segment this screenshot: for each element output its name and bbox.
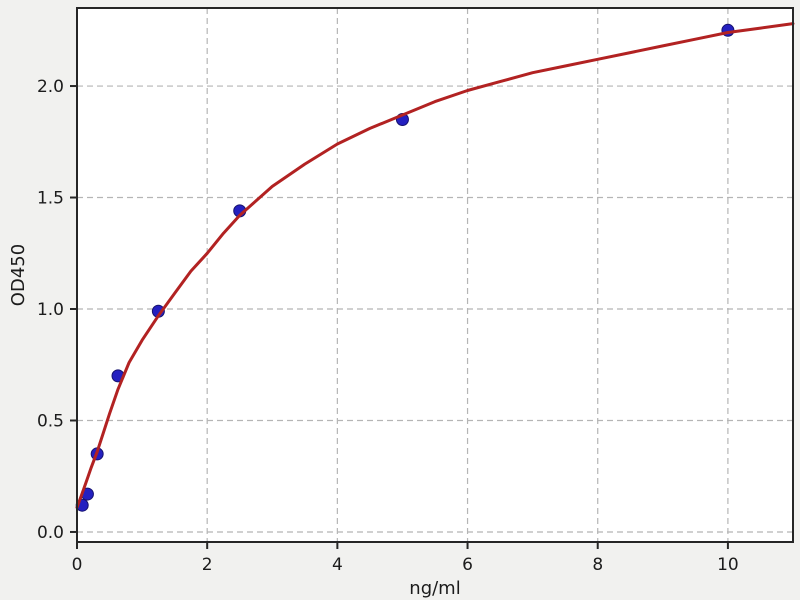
x-tick-label: 8 xyxy=(592,555,603,575)
x-tick-label: 6 xyxy=(462,555,473,575)
y-tick-label: 0.5 xyxy=(37,411,64,431)
data-layer xyxy=(75,22,795,512)
plot-spines xyxy=(76,7,794,543)
axes-layer xyxy=(70,7,794,549)
y-tick-label: 1.5 xyxy=(37,189,64,209)
plot-area xyxy=(77,8,793,542)
fit-curve-line xyxy=(75,22,795,509)
x-tick-label: 0 xyxy=(72,555,83,575)
y-tick-label: 1.0 xyxy=(37,300,64,320)
y-tick-label: 0.0 xyxy=(37,523,64,543)
y-axis-label: OD450 xyxy=(8,244,29,306)
x-tick-label: 2 xyxy=(202,555,213,575)
y-tick-label: 2.0 xyxy=(37,77,64,97)
x-axis-label: ng/ml xyxy=(409,578,460,599)
x-tick-label: 10 xyxy=(717,555,739,575)
x-tick-label: 4 xyxy=(332,555,343,575)
tick-labels: 0 2 4 6 8 10 0.0 0.5 1.0 1.5 2.0 xyxy=(37,77,739,575)
